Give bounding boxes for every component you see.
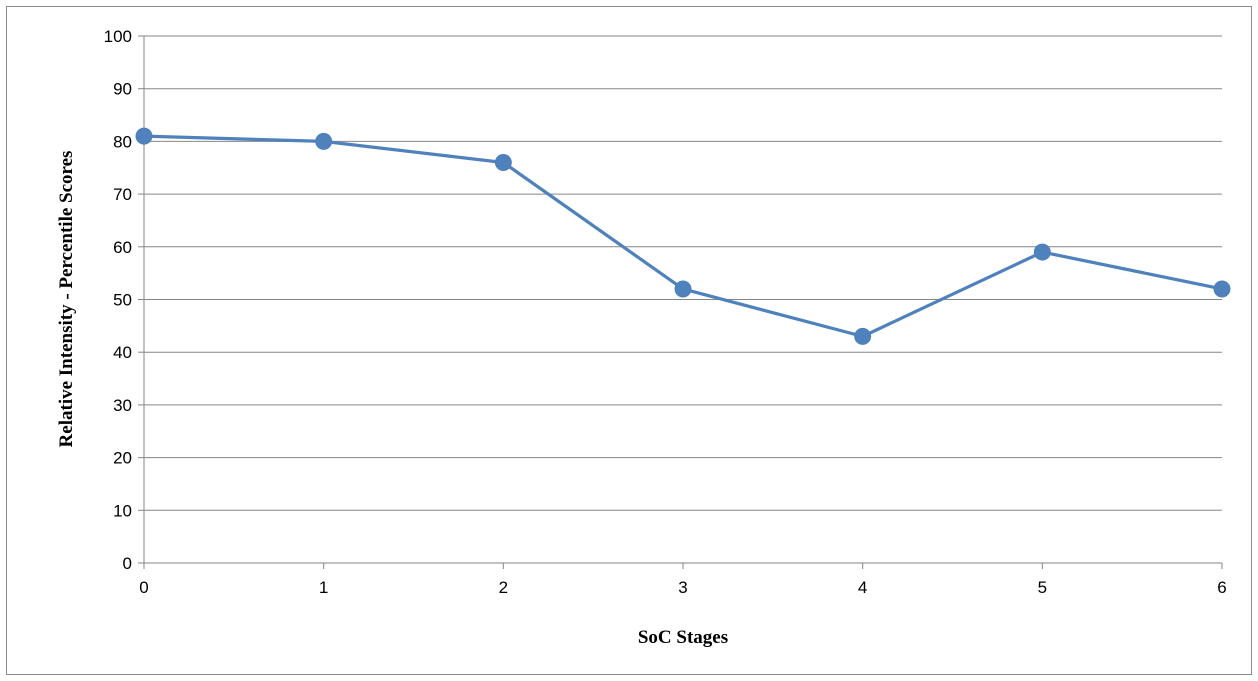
data-point-5	[1033, 243, 1051, 261]
x-tick-label-6: 6	[1217, 578, 1226, 597]
data-point-4	[854, 327, 872, 345]
y-tick-label-100: 100	[104, 27, 132, 46]
y-tick-label-90: 90	[113, 80, 132, 99]
data-point-1	[315, 132, 333, 150]
y-tick-label-30: 30	[113, 396, 132, 415]
axes	[138, 35, 1223, 569]
data-point-0	[135, 127, 153, 145]
y-tick-label-80: 80	[113, 132, 132, 151]
y-tick-label-10: 10	[113, 501, 132, 520]
y-tick-label-70: 70	[113, 185, 132, 204]
data-point-6	[1213, 280, 1231, 298]
series	[135, 127, 1231, 345]
gridlines	[144, 35, 1222, 511]
x-tick-label-2: 2	[499, 578, 508, 597]
series-line-0	[143, 134, 1223, 338]
x-tick-label-1: 1	[319, 578, 328, 597]
data-point-2	[494, 153, 512, 171]
data-point-3	[674, 280, 692, 298]
y-tick-label-0: 0	[123, 554, 132, 573]
y-tick-label-60: 60	[113, 238, 132, 257]
y-tick-label-20: 20	[113, 449, 132, 468]
y-tick-label-40: 40	[113, 343, 132, 362]
x-tick-label-3: 3	[678, 578, 687, 597]
x-tick-label-5: 5	[1038, 578, 1047, 597]
x-axis-title: SoC Stages	[638, 627, 728, 648]
y-tick-label-50: 50	[113, 291, 132, 310]
x-tick-labels: 0 1 2 3 4 5 6	[139, 578, 1226, 597]
x-tick-label-0: 0	[139, 578, 148, 597]
x-tick-label-4: 4	[858, 578, 867, 597]
y-axis-title: Relative Intensity - Percentile Scores	[56, 151, 77, 448]
y-tick-labels: 0 10 20 30 40 50 60 70 80 90 100	[104, 27, 132, 573]
